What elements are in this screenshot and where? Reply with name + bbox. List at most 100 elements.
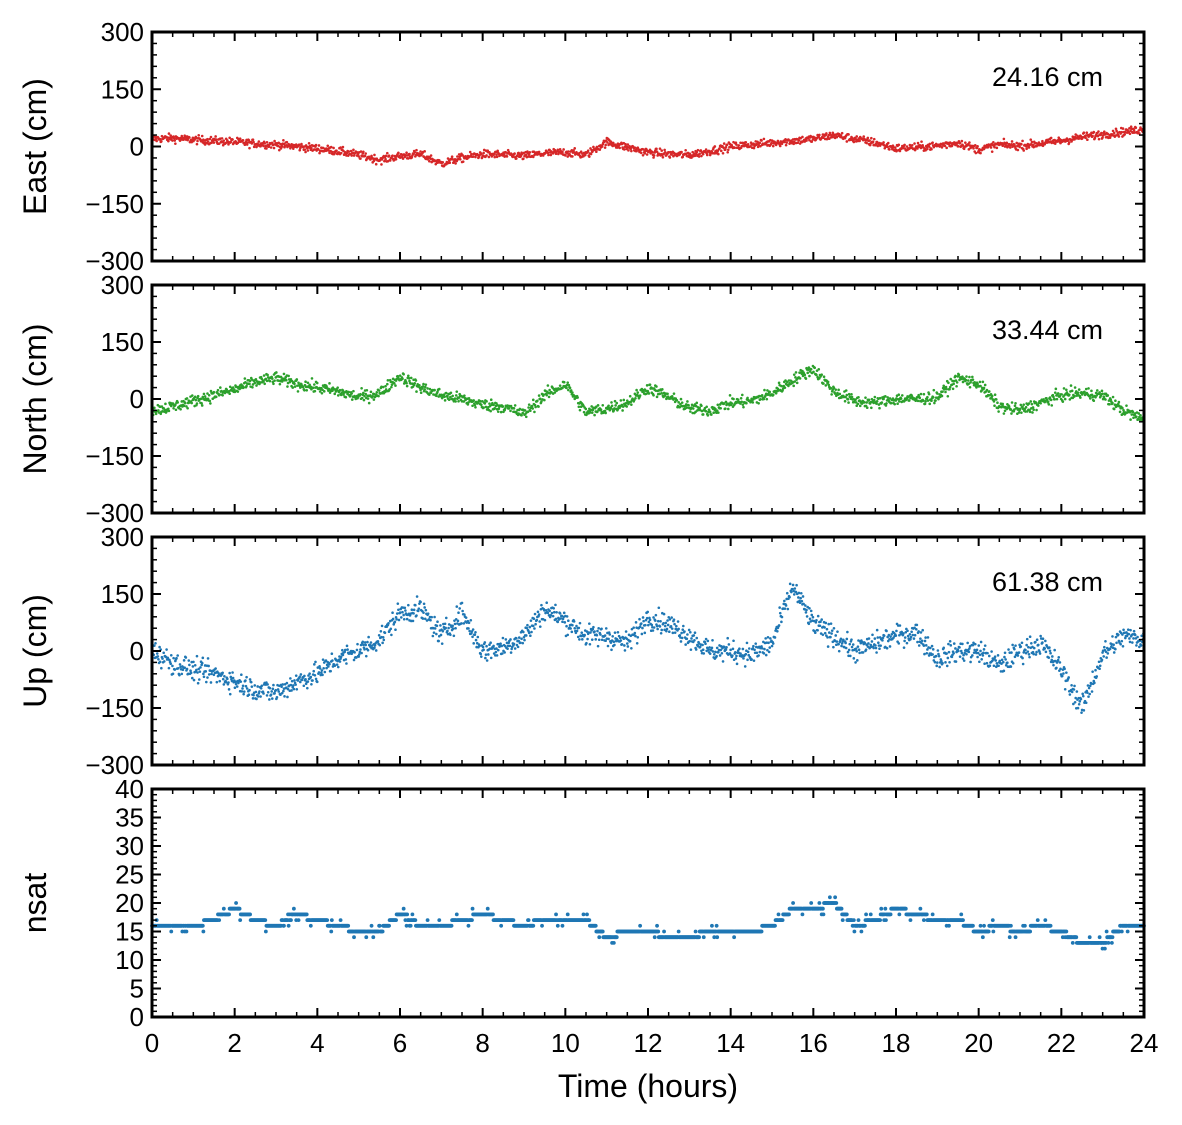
up-data-point (412, 612, 415, 615)
east-data-point (167, 139, 170, 143)
up-data-point (176, 666, 180, 670)
east-data-point (326, 144, 330, 148)
up-data-point (589, 631, 592, 634)
east-data-point (635, 149, 638, 153)
north-data-point (1024, 405, 1028, 409)
up-data-point (235, 685, 239, 688)
north-data-point (603, 409, 607, 413)
north-data-point (299, 386, 302, 389)
east-data-point (670, 153, 673, 156)
up-data-point (870, 640, 874, 643)
north-data-point (655, 395, 659, 399)
up-data-point (646, 610, 650, 614)
north-data-point (538, 397, 542, 401)
north-data-point (214, 395, 218, 399)
up-data-point (377, 634, 381, 637)
east-data-point (921, 144, 925, 147)
up-data-point (183, 666, 186, 670)
east-data-point (886, 145, 889, 149)
north-data-point (336, 394, 340, 397)
up-data-point (683, 630, 686, 633)
north-data-point (736, 398, 740, 402)
up-data-point (228, 692, 232, 696)
north-data-point (1007, 405, 1011, 408)
north-data-point (792, 373, 796, 376)
east-data-point (298, 148, 302, 152)
east-data-point (724, 148, 727, 151)
up-data-point (678, 633, 682, 637)
north-data-point (880, 401, 884, 404)
east-data-point (317, 148, 320, 151)
up-data-point (620, 643, 624, 646)
east-data-point (697, 155, 701, 158)
up-data-point (879, 644, 882, 647)
up-data-point (439, 624, 442, 627)
up-data-point (882, 634, 886, 637)
east-data-point (307, 141, 311, 145)
north-data-point (359, 392, 362, 396)
up-data-point (529, 634, 532, 638)
east-data-point (1027, 146, 1031, 149)
up-data-point (529, 619, 533, 622)
east-data-point (1129, 125, 1133, 128)
up-data-point (192, 660, 195, 664)
up-data-point (453, 619, 456, 622)
up-data-point (875, 628, 879, 632)
up-data-point (488, 643, 491, 646)
up-data-point (200, 661, 204, 665)
north-data-point (474, 406, 477, 409)
up-data-point (240, 673, 243, 677)
east-data-point (655, 147, 658, 151)
up-data-point (644, 618, 648, 622)
up-data-point (888, 645, 892, 648)
up-data-point (436, 620, 439, 624)
up-data-point (705, 646, 709, 650)
east-data-point (630, 149, 633, 153)
north-data-point (413, 381, 417, 385)
north-data-point (906, 395, 910, 399)
up-data-point (244, 679, 247, 682)
north-y-tick-label: −300 (85, 498, 144, 528)
up-data-point (836, 630, 839, 633)
up-data-point (832, 627, 836, 630)
up-data-point (523, 638, 526, 642)
east-data-point (903, 143, 906, 147)
north-data-point (1065, 388, 1068, 392)
east-data-point (180, 134, 184, 138)
up-data-point (451, 627, 455, 630)
east-data-point (551, 152, 555, 155)
north-data-point (672, 392, 676, 395)
east-data-point (1010, 140, 1014, 143)
up-data-point (595, 633, 599, 637)
up-data-point (335, 663, 339, 666)
up-data-point (304, 678, 307, 681)
east-data-point (990, 150, 994, 153)
up-data-point (161, 657, 164, 660)
north-data-point (1094, 395, 1097, 399)
up-data-point (638, 625, 642, 628)
up-data-point (863, 641, 867, 645)
up-data-point (457, 611, 460, 614)
north-data-point (1077, 388, 1081, 391)
north-data-point (1021, 405, 1024, 409)
up-data-point (283, 695, 286, 698)
up-data-point (443, 622, 447, 626)
up-data-point (613, 643, 616, 647)
east-data-point (735, 143, 738, 146)
up-data-point (460, 601, 464, 605)
east-data-point (862, 135, 866, 138)
east-data-point (726, 148, 730, 152)
north-data-point (157, 409, 160, 412)
up-data-point (160, 666, 163, 670)
north-data-point (407, 376, 411, 380)
up-data-point (253, 684, 257, 687)
up-data-point (583, 633, 586, 637)
east-data-point (549, 153, 553, 157)
up-data-point (419, 600, 422, 604)
north-data-point (194, 398, 198, 402)
up-data-point (455, 605, 459, 608)
up-data-point (272, 683, 275, 687)
up-data-point (693, 638, 696, 642)
north-data-point (917, 393, 920, 397)
north-data-point (655, 385, 658, 388)
